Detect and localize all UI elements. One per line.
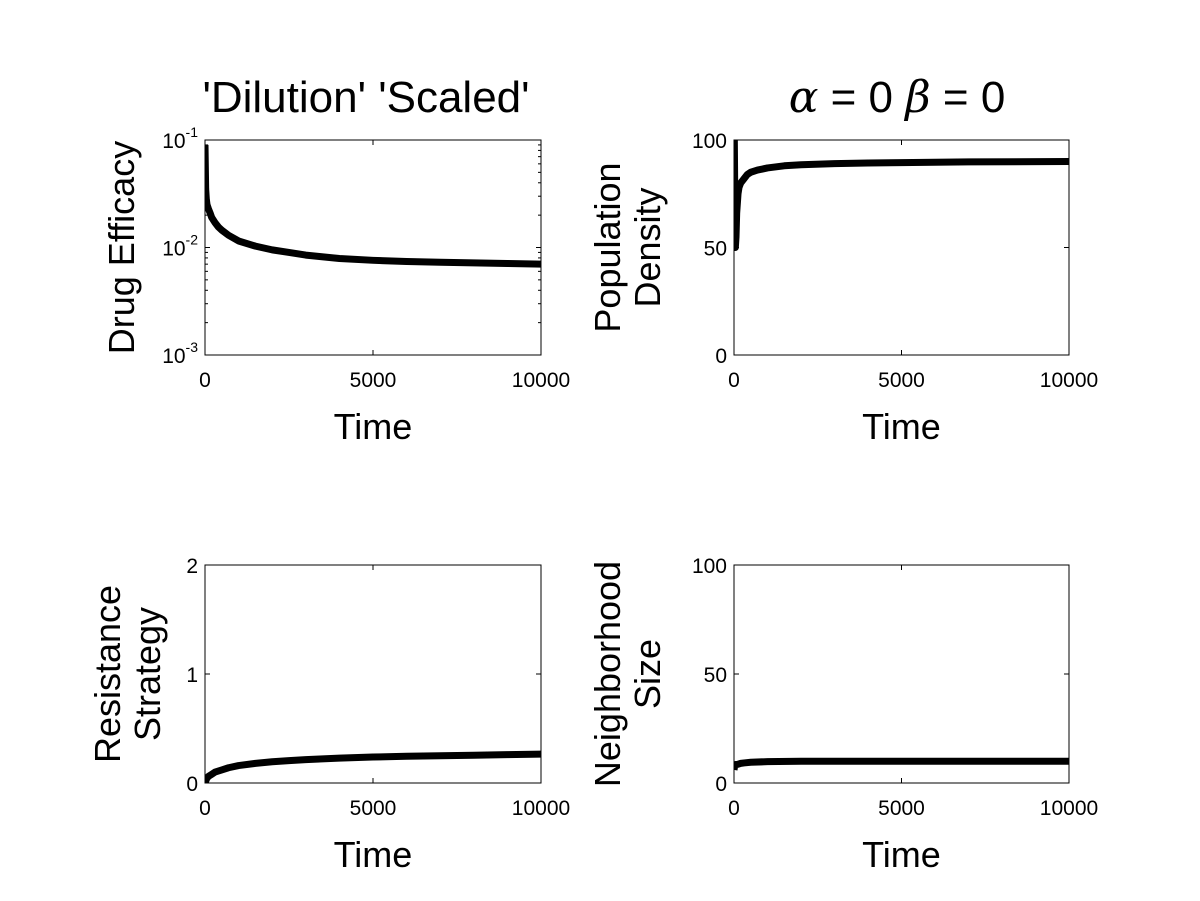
- y-axis-label: Strategy: [127, 607, 168, 741]
- x-tick-label: 10000: [1040, 797, 1098, 820]
- y-axis-label: Resistance: [87, 585, 128, 763]
- x-tick-label: 10000: [512, 797, 570, 820]
- y-axis-label: Density: [627, 187, 668, 307]
- x-tick-label: 0: [728, 797, 740, 820]
- alpha-symbol: α: [789, 72, 819, 123]
- y-tick-label: 100: [692, 130, 727, 153]
- x-tick-label: 10000: [1040, 369, 1098, 392]
- x-tick-label: 5000: [878, 369, 925, 392]
- y-axis-label: Population: [587, 162, 628, 332]
- y-tick-label: 10-1: [162, 124, 198, 153]
- y-tick-label: 50: [704, 238, 727, 261]
- x-tick-label: 0: [199, 369, 211, 392]
- x-axis-label: Time: [334, 406, 413, 447]
- panel-resistance-strategy: 0 5000 10000 0 1 2 Time Resistance Strategy: [87, 555, 570, 875]
- series-line-resistance-strategy: [205, 750, 541, 783]
- beta-equals: = 0: [931, 73, 1006, 122]
- x-tick-label: 0: [728, 369, 740, 392]
- alpha-equals: = 0: [818, 73, 905, 122]
- title-left: 'Dilution' 'Scaled': [202, 73, 529, 122]
- x-tick-label: 10000: [512, 369, 570, 392]
- y-tick-label: 50: [704, 664, 727, 687]
- series-line-population-density: [734, 140, 1069, 251]
- y-tick-label: 1: [186, 664, 198, 687]
- title-right: α = 0 β = 0: [789, 72, 1006, 123]
- x-tick-label: 0: [199, 797, 211, 820]
- y-tick-label: 10-2: [162, 232, 198, 261]
- y-axis-label: Size: [627, 639, 668, 709]
- y-tick-label: 0: [715, 773, 727, 796]
- y-tick-label: 0: [715, 345, 727, 368]
- series-line-neighborhood-size: [734, 757, 1069, 771]
- x-tick-label: 5000: [350, 797, 397, 820]
- panel-population-density: 0 5000 10000 0 50 100 Time Population Density: [587, 130, 1098, 447]
- y-tick-label: 0: [186, 773, 198, 796]
- y-axis-label: Drug Efficacy: [101, 141, 142, 354]
- x-tick-label: 5000: [350, 369, 397, 392]
- series-line-drug-efficacy: [205, 144, 541, 268]
- x-tick-label: 5000: [878, 797, 925, 820]
- x-axis-label: Time: [334, 834, 413, 875]
- y-tick-label: 10-3: [162, 339, 198, 368]
- panel-drug-efficacy: 0 5000 10000 10-3 10-2 10-1 Time Drug Efficacy: [101, 124, 570, 447]
- y-tick-label: 100: [692, 555, 727, 578]
- panel-neighborhood-size: 0 5000 10000 0 50 100 Time Neighborhood Size: [587, 555, 1098, 875]
- x-axis-label: Time: [862, 406, 941, 447]
- beta-symbol: β: [903, 72, 930, 123]
- y-tick-label: 2: [186, 555, 198, 578]
- x-axis-label: Time: [862, 834, 941, 875]
- y-axis-label: Neighborhood: [587, 561, 628, 787]
